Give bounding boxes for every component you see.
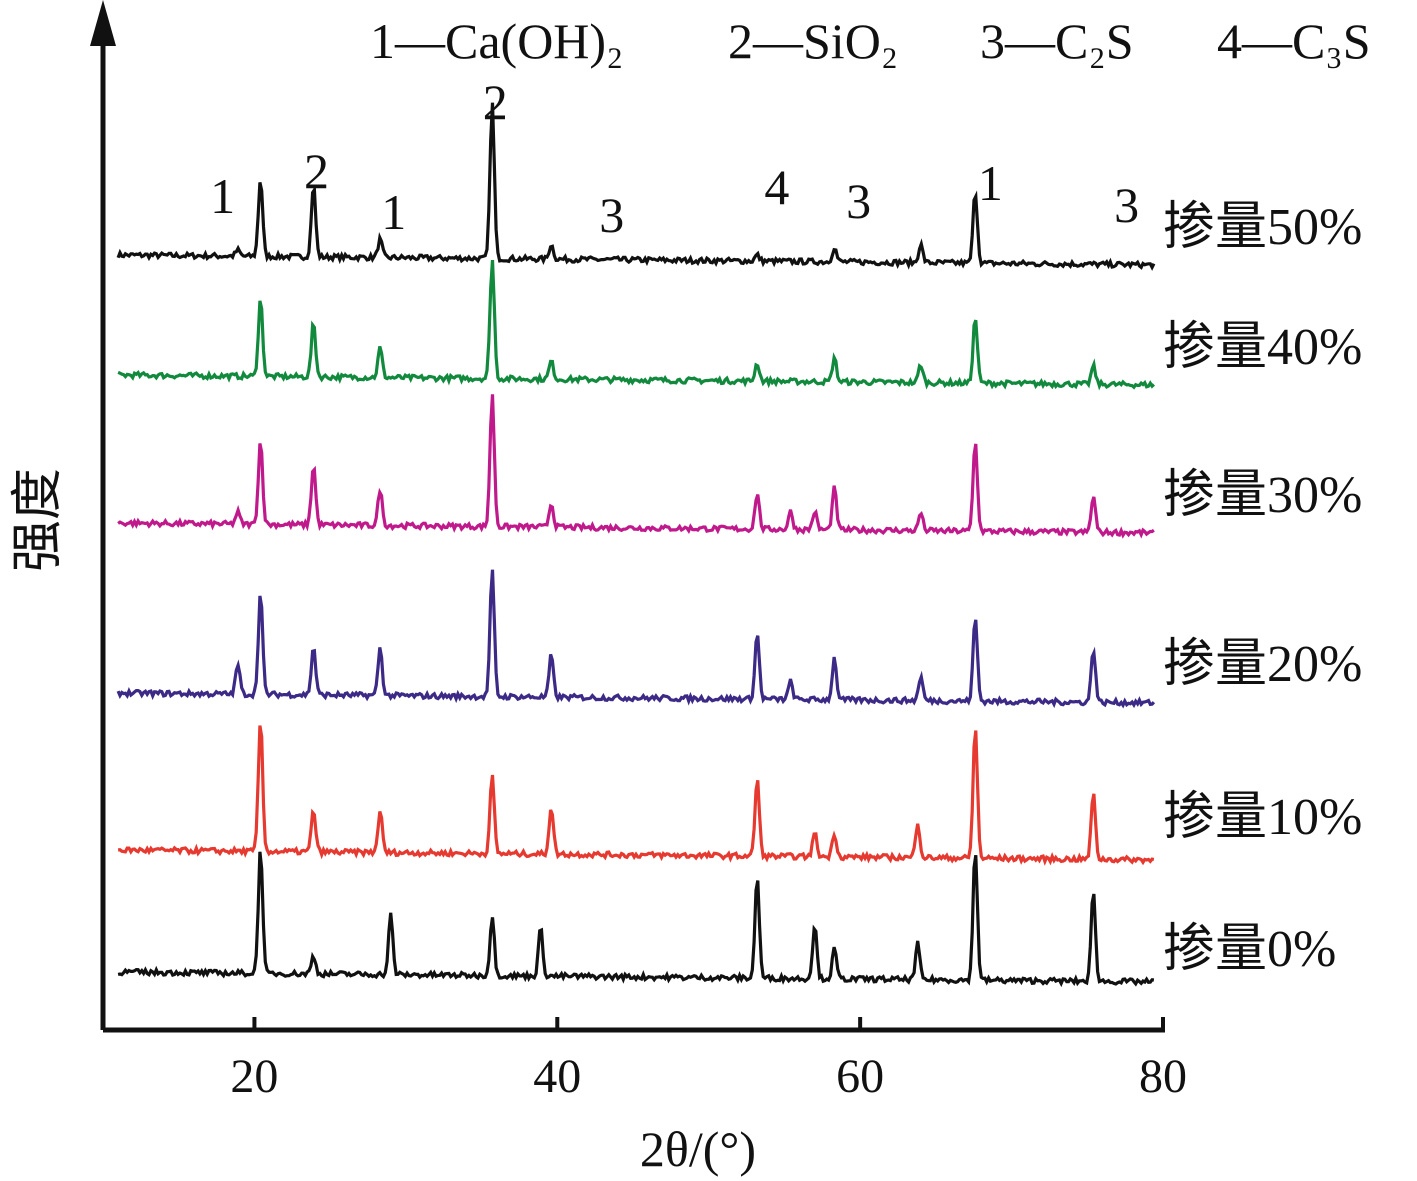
series-label: 掺量10% [1163,789,1362,846]
peak-marker-label: 3 [599,187,624,243]
series-line [118,725,1155,866]
y-axis-label: 强度 [10,468,67,572]
series-label: 掺量30% [1163,467,1362,524]
peak-marker-label: 1 [381,184,406,240]
x-axis-label: 2θ/(°) [640,1121,756,1177]
peak-marker-label: 4 [764,159,789,215]
x-tick-label: 20 [230,1050,278,1103]
series-labels: 掺量50% 掺量40% 掺量30% 掺量20% 掺量10% 掺量0% [1163,199,1362,978]
peak-marker-label: 1 [978,155,1003,211]
phase-legend-item: 3—C₂S [980,13,1134,69]
x-tick-label: 60 [836,1050,884,1103]
series-line [117,394,1155,539]
phase-legend-header: 1—Ca(OH)₂ 2—SiO₂ 3—C₂S 4—C₃S [370,13,1371,69]
x-tick-label: 40 [533,1050,581,1103]
series-line [116,569,1156,709]
peak-marker-label: 2 [483,74,508,130]
series-line [117,259,1155,391]
series-label: 掺量40% [1163,319,1362,376]
phase-legend-item: 1—Ca(OH)₂ [370,13,624,69]
series-label: 掺量50% [1163,199,1362,256]
series-label: 掺量0% [1163,921,1336,978]
phase-legend-item: 2—SiO₂ [728,13,898,69]
x-tick-label: 80 [1139,1050,1187,1103]
series-label: 掺量20% [1163,636,1362,693]
series-group [116,102,1156,988]
peak-marker-label: 3 [1114,177,1139,233]
x-ticks: 20 40 60 80 [230,1017,1187,1103]
peak-marker-label: 1 [210,168,235,224]
peak-marker-label: 2 [304,143,329,199]
axes [90,0,1165,1033]
y-axis-arrow [90,0,116,46]
phase-legend-item: 4—C₃S [1217,13,1371,69]
peak-marker-label: 3 [846,173,871,229]
series-line [116,102,1156,271]
series-line [117,851,1155,988]
